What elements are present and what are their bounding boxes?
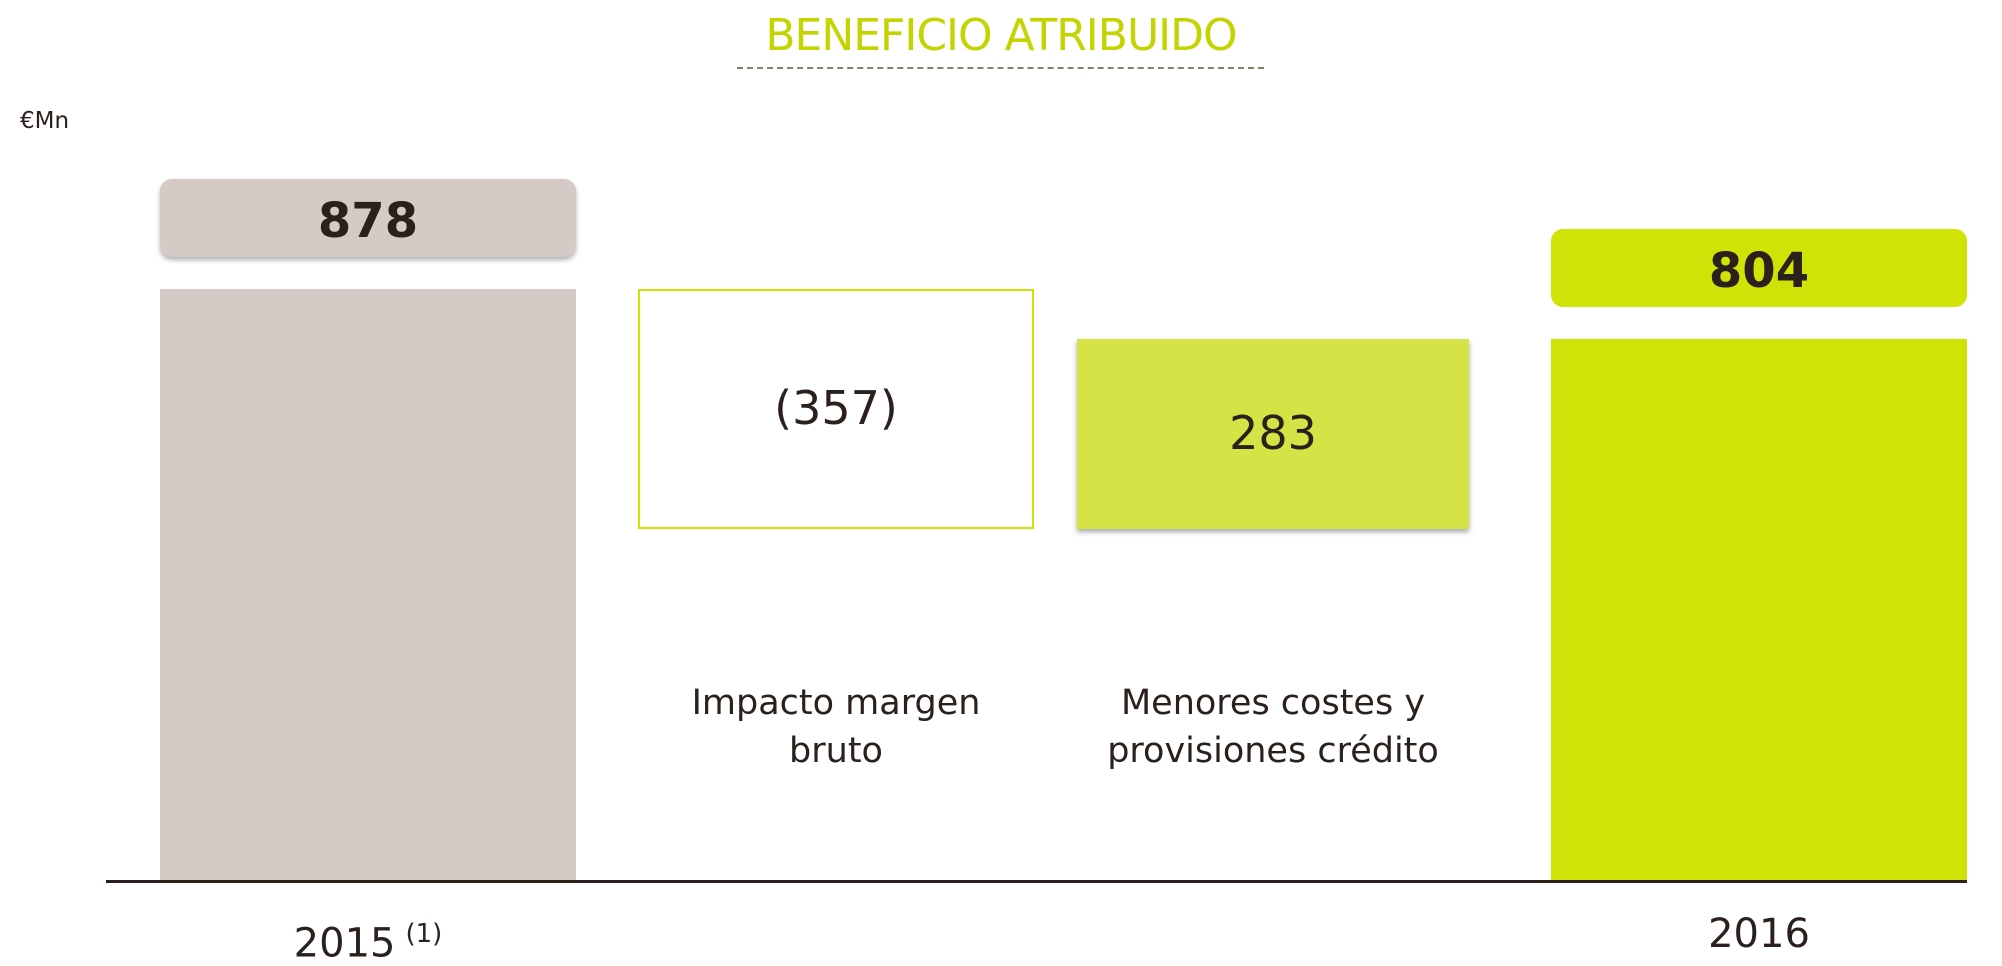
category-text: 2015 bbox=[293, 920, 396, 966]
value-label: 878 bbox=[317, 193, 419, 249]
bar bbox=[160, 289, 576, 880]
value-label-box: 878 bbox=[160, 179, 576, 257]
unit-label: €Mn bbox=[20, 108, 70, 134]
value-label: 283 bbox=[1229, 406, 1317, 461]
value-label: 804 bbox=[1708, 242, 1810, 299]
delta-box bbox=[638, 289, 1034, 530]
chart-title: BENEFICIO ATRIBUIDO bbox=[765, 10, 1237, 61]
x-tick-label: 2016 bbox=[1551, 912, 1967, 956]
baseline bbox=[106, 880, 1967, 883]
footnote-marker: (1) bbox=[405, 919, 443, 949]
value-label: (357) bbox=[774, 381, 898, 436]
x-tick-label: Menores costes y provisiones crédito bbox=[1107, 683, 1439, 772]
x-tick-label: 2015 (1) bbox=[160, 912, 576, 965]
x-tick-label: Impacto margen bruto bbox=[691, 683, 981, 772]
title-underline bbox=[737, 67, 1264, 69]
bar bbox=[1551, 338, 1967, 880]
category-text: 2016 bbox=[1708, 911, 1810, 957]
value-label-box: 804 bbox=[1551, 228, 1967, 307]
delta-box bbox=[1077, 338, 1469, 530]
